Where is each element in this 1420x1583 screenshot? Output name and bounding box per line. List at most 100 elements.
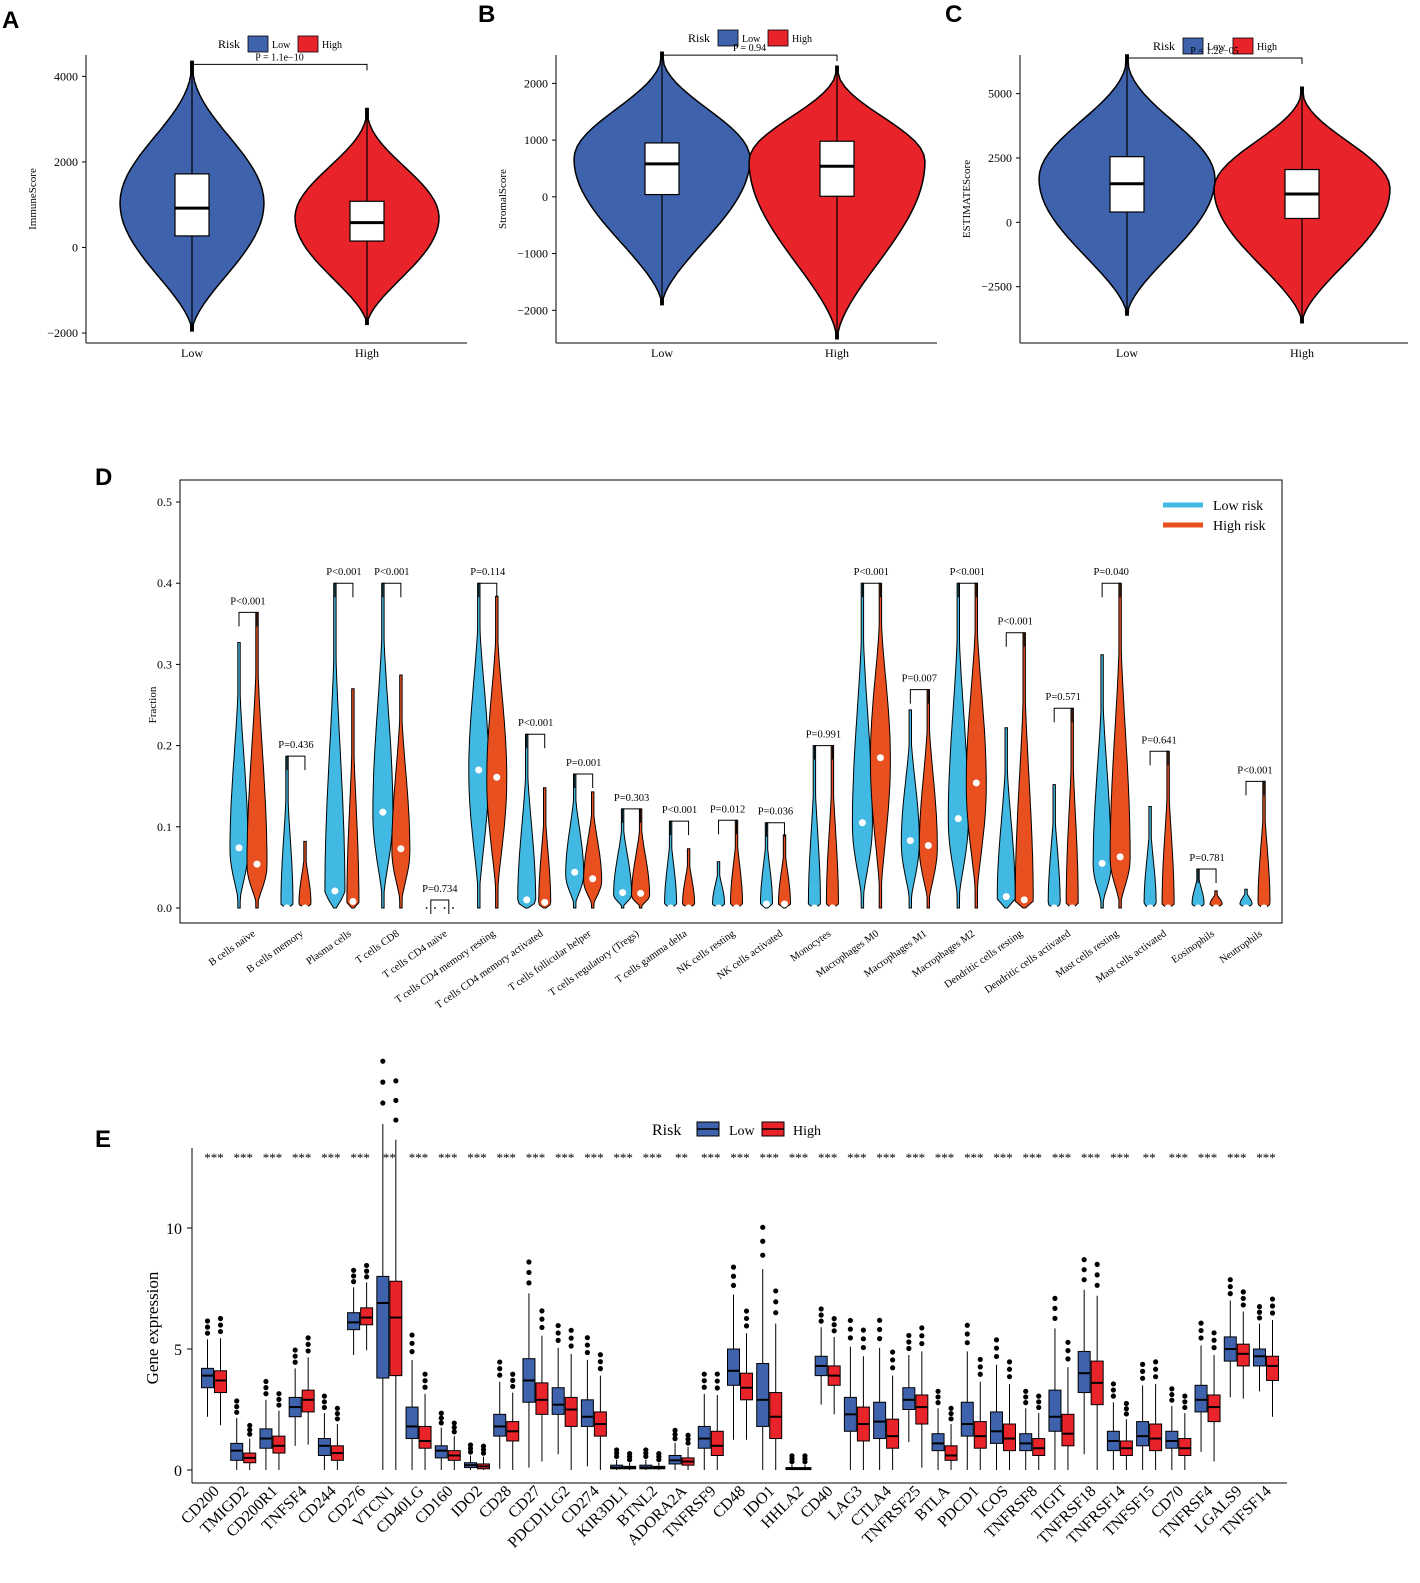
legend-high-label: High <box>1257 42 1277 53</box>
outlier-low <box>321 1404 327 1411</box>
p-bracket <box>1245 780 1265 796</box>
significance-label: *** <box>643 1150 663 1165</box>
violin-high <box>778 834 792 909</box>
p-bracket <box>1053 707 1073 723</box>
box-high <box>915 1394 929 1425</box>
outlier-low <box>1198 1327 1204 1334</box>
box-low <box>405 1406 419 1440</box>
violin-low <box>1092 654 1112 909</box>
p-value-label: P<0.001 <box>662 805 697 816</box>
violin-high <box>682 848 696 909</box>
outlier-high <box>247 1427 253 1433</box>
outlier-low <box>584 1342 590 1348</box>
p-bracket <box>662 54 838 62</box>
outlier-low <box>263 1391 269 1397</box>
outlier-high <box>305 1335 311 1341</box>
outlier-high <box>860 1336 866 1342</box>
y-tick-label: 5 <box>174 1342 182 1359</box>
outlier-low <box>847 1335 853 1341</box>
outlier-high <box>451 1420 457 1426</box>
outlier-high <box>305 1341 311 1348</box>
outlier-low <box>204 1324 211 1330</box>
outlier-low <box>701 1384 707 1390</box>
legend-high-label: High <box>322 40 342 51</box>
median-dot-low <box>954 815 962 823</box>
outlier-low <box>1081 1257 1087 1263</box>
y-tick-label: 0.0 <box>157 901 172 915</box>
violin-high <box>246 611 268 909</box>
y-axis-label: Gene expression <box>143 1271 162 1384</box>
significance-label: ** <box>675 1150 688 1165</box>
outlier-low <box>409 1340 415 1346</box>
significance-label: *** <box>496 1150 516 1165</box>
outlier-low <box>409 1349 415 1355</box>
p-bracket <box>382 582 402 598</box>
outlier-low <box>964 1322 970 1328</box>
median-dot-high <box>541 898 549 906</box>
outlier-low <box>1169 1391 1175 1398</box>
p-value-label: P=0.436 <box>278 740 313 751</box>
median-dot-high <box>1068 904 1076 912</box>
outlier-high <box>977 1364 983 1370</box>
outlier-low <box>204 1330 211 1336</box>
p-value-label: P<0.001 <box>326 567 361 578</box>
median-dot-low <box>906 837 914 845</box>
p-bracket <box>861 582 881 598</box>
outlier-high <box>831 1316 837 1322</box>
x-tick-label: CD28 <box>476 1483 515 1522</box>
violin-low <box>1047 784 1061 909</box>
outlier-high <box>597 1366 603 1372</box>
significance-label: *** <box>1052 1150 1072 1165</box>
p-bracket <box>765 822 785 837</box>
outlier-low <box>1023 1394 1029 1400</box>
outlier-high <box>977 1371 983 1377</box>
significance-label: *** <box>584 1150 604 1165</box>
median-dot-low <box>235 844 243 852</box>
outlier-low <box>292 1347 298 1353</box>
y-axis-label: ImmuneScore <box>27 168 39 230</box>
y-tick-label: 0.5 <box>157 495 172 509</box>
outlier-high <box>802 1453 808 1459</box>
violin-low <box>996 727 1016 909</box>
outlier-low <box>351 1279 357 1285</box>
outlier-low <box>409 1332 415 1338</box>
outlier-low <box>555 1322 561 1329</box>
outlier-low <box>701 1371 707 1377</box>
p-bracket <box>1005 632 1025 647</box>
outlier-high <box>1123 1411 1129 1417</box>
median-dot-low <box>283 904 291 912</box>
violin-low <box>372 582 394 909</box>
y-tick-label: 1000 <box>524 133 548 147</box>
outlier-high <box>1182 1393 1188 1399</box>
x-tick-label: Low <box>181 346 203 360</box>
box-high <box>301 1389 315 1413</box>
y-tick-label: −2000 <box>47 326 78 340</box>
p-value-label: P<0.001 <box>230 596 265 607</box>
outlier-low <box>234 1409 240 1415</box>
panel-a-chart: Risk Low High −2000 0 2000 4000 ImmuneScore Low H… <box>27 35 467 360</box>
box-high <box>819 140 855 197</box>
p-bracket <box>1127 57 1303 64</box>
violin-high <box>1109 582 1131 909</box>
x-tick-label: High <box>825 346 849 360</box>
outlier-low <box>526 1259 532 1265</box>
significance-label: *** <box>993 1150 1013 1165</box>
y-tick-label: 0 <box>174 1463 182 1480</box>
box-low <box>756 1363 770 1427</box>
p-value-label: P<0.001 <box>854 567 889 578</box>
x-tick-label: High <box>1290 346 1314 360</box>
box-low <box>493 1413 507 1437</box>
p-bracket <box>478 582 498 598</box>
outlier-high <box>948 1410 954 1417</box>
p-value-label: P=0.007 <box>902 674 937 685</box>
outlier-high <box>685 1440 691 1446</box>
x-tick-label: Low <box>651 346 673 360</box>
outlier-low <box>438 1410 444 1416</box>
outlier-low <box>877 1317 883 1323</box>
outlier-high <box>217 1322 224 1328</box>
outlier-low <box>555 1337 561 1343</box>
outlier-high <box>568 1343 574 1349</box>
p-value-label: P=0.114 <box>470 567 506 578</box>
box-low <box>201 1367 214 1389</box>
box-high <box>769 1392 783 1440</box>
